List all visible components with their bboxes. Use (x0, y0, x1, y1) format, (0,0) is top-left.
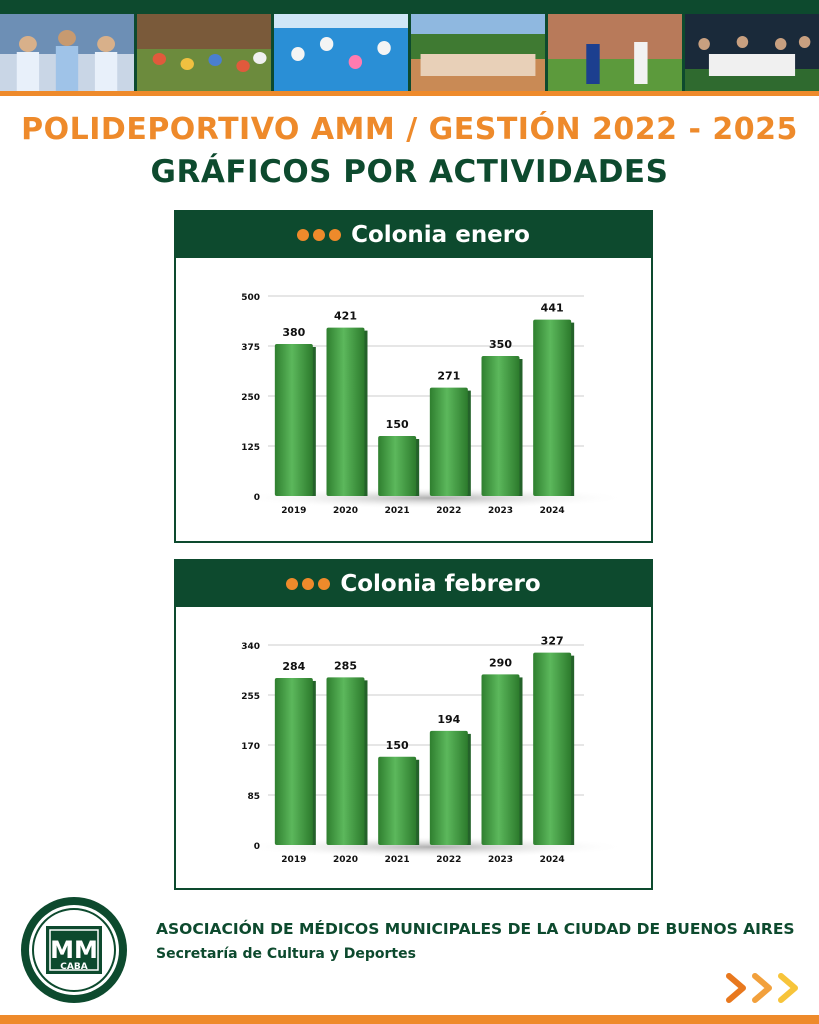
photo-kids-group (137, 14, 271, 91)
photo-football-celebration (0, 14, 134, 91)
photo-strip (0, 14, 819, 91)
x-tick-label: 2024 (540, 506, 565, 516)
x-tick-label: 2024 (540, 855, 565, 865)
x-tick-label: 2020 (333, 506, 358, 516)
y-tick-label: 0 (254, 842, 260, 852)
data-label: 150 (386, 418, 409, 431)
chart-title: Colonia enero (351, 222, 530, 248)
data-label: 327 (541, 635, 564, 648)
amm-logo: MM CABA (21, 897, 127, 1003)
bar (326, 677, 365, 845)
bar-chart-febrero: 0 85 170 255 340 284 2019 285 2020 150 2021 194 2022… (238, 635, 628, 865)
bar (274, 344, 313, 496)
data-label: 441 (541, 302, 564, 315)
photo-outdoor-group (411, 14, 545, 91)
data-label: 421 (334, 310, 357, 323)
organization-name: ASOCIACIÓN DE MÉDICOS MUNICIPALES DE LA … (156, 920, 795, 938)
chart-header: Colonia enero (176, 212, 651, 258)
data-label: 150 (386, 739, 409, 752)
chevrons-right-icon (726, 973, 798, 1003)
chart-header: Colonia febrero (176, 561, 651, 607)
y-tick-label: 375 (241, 343, 260, 353)
data-label: 194 (437, 713, 460, 726)
bar (378, 756, 417, 845)
y-tick-label: 340 (241, 642, 260, 652)
y-tick-label: 85 (247, 792, 260, 802)
x-tick-label: 2022 (436, 855, 461, 865)
data-label: 284 (282, 660, 305, 673)
photo-team-night (685, 14, 819, 91)
logo-subtext: CABA (60, 962, 87, 972)
y-tick-label: 125 (241, 443, 260, 453)
photo-swimming-pool (274, 14, 408, 91)
y-tick-label: 170 (241, 742, 260, 752)
x-tick-label: 2023 (488, 855, 513, 865)
data-label: 350 (489, 338, 512, 351)
data-label: 285 (334, 659, 357, 672)
bar (481, 674, 520, 845)
x-tick-label: 2021 (385, 855, 410, 865)
department-name: Secretaría de Cultura y Deportes (156, 946, 416, 962)
dots-icon (297, 229, 342, 241)
dots-icon (286, 578, 331, 590)
y-tick-label: 0 (254, 493, 260, 503)
orange-divider (0, 91, 819, 96)
page-title: POLIDEPORTIVO AMM / GESTIÓN 2022 - 2025 (21, 112, 798, 147)
chart-panel-enero: Colonia enero 0 125 250 375 500 380 2019 421 202… (174, 210, 653, 543)
y-tick-label: 255 (241, 692, 260, 702)
x-tick-label: 2019 (281, 506, 306, 516)
logo-text: MM (50, 936, 98, 964)
chart-title: Colonia febrero (340, 571, 541, 597)
top-brand-bar (0, 0, 819, 14)
photo-field-event (548, 14, 682, 91)
bar (429, 387, 468, 496)
bar (533, 652, 572, 845)
bar (378, 436, 417, 496)
y-tick-label: 500 (241, 293, 260, 303)
chart-panel-febrero: Colonia febrero 0 85 170 255 340 284 2019 285 20… (174, 559, 653, 890)
x-tick-label: 2020 (333, 855, 358, 865)
y-tick-label: 250 (241, 393, 260, 403)
bar (274, 677, 313, 845)
bar (326, 327, 365, 496)
bottom-orange-bar (0, 1015, 819, 1024)
bar-chart-enero: 0 125 250 375 500 380 2019 421 2020 150 2021 271 202… (238, 293, 628, 516)
bar (533, 319, 572, 496)
x-tick-label: 2023 (488, 506, 513, 516)
bar (429, 730, 468, 845)
data-label: 290 (489, 656, 512, 669)
x-tick-label: 2019 (281, 855, 306, 865)
data-label: 271 (437, 370, 460, 383)
x-tick-label: 2021 (385, 506, 410, 516)
data-label: 380 (282, 326, 305, 339)
x-tick-label: 2022 (436, 506, 461, 516)
page-subtitle: GRÁFICOS POR ACTIVIDADES (150, 154, 669, 190)
bar (481, 356, 520, 496)
